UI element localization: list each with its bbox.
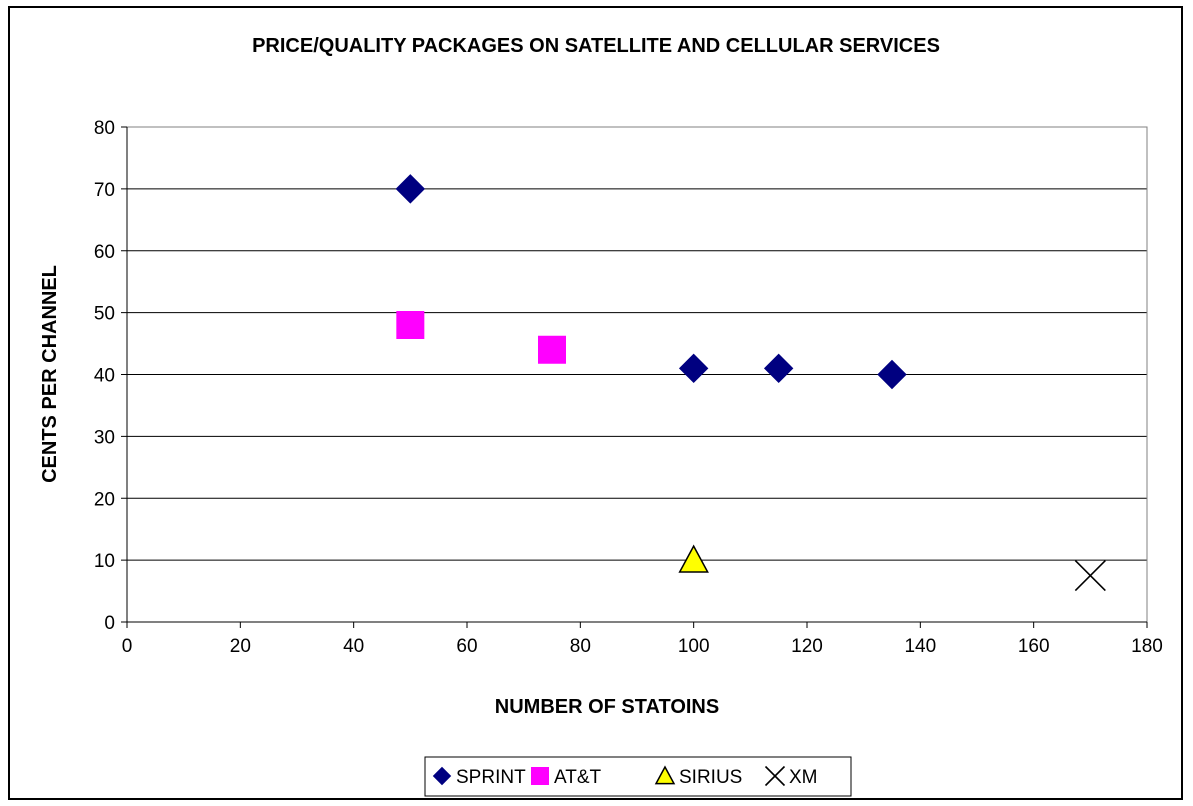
legend-label-xm: XM — [789, 767, 818, 788]
y-tick-label: 70 — [94, 180, 115, 201]
x-axis-title: NUMBER OF STATOINS — [495, 696, 719, 718]
x-tick-label: 160 — [1018, 636, 1050, 657]
x-tick-label: 40 — [343, 636, 364, 657]
legend-marker-sirius — [654, 765, 676, 785]
x-tick-label: 120 — [791, 636, 823, 657]
legend-marker-sprint — [432, 766, 452, 786]
data-points — [395, 174, 1106, 592]
x-tick-label: 0 — [122, 636, 133, 657]
gridlines — [127, 126, 1147, 561]
y-tick-label: 20 — [94, 489, 115, 510]
y-tick-label: 60 — [94, 242, 115, 263]
x-tick-label: 80 — [570, 636, 591, 657]
axes — [121, 126, 1148, 628]
legend-box — [424, 756, 852, 797]
y-tick-label: 80 — [94, 118, 115, 139]
y-tick-label: 40 — [94, 366, 115, 387]
legend-label-at-t: AT&T — [554, 767, 602, 788]
legend-marker-xm — [764, 765, 786, 787]
chart-frame — [8, 6, 1183, 800]
sprint-point — [678, 353, 709, 384]
at-t-point — [538, 335, 566, 364]
xm-point — [1074, 560, 1106, 592]
legend-marker-at-t — [531, 767, 549, 785]
legend-label-sprint: SPRINT — [456, 767, 526, 788]
chart-title: PRICE/QUALITY PACKAGES ON SATELLITE AND … — [252, 35, 940, 57]
sprint-point — [763, 353, 794, 384]
sprint-point — [877, 359, 907, 390]
y-tick-label: 30 — [94, 427, 115, 448]
y-tick-label: 50 — [94, 304, 115, 325]
x-tick-label: 140 — [904, 636, 936, 657]
y-tick-labels: 0 10 20 30 40 50 60 70 80 — [94, 118, 115, 634]
x-tick-label: 20 — [230, 636, 251, 657]
sirius-point — [678, 544, 709, 573]
y-tick-label: 10 — [94, 551, 115, 572]
x-tick-label: 180 — [1131, 636, 1163, 657]
x-tick-label: 100 — [678, 636, 710, 657]
y-axis-title: CENTS PER CHANNEL — [39, 265, 61, 483]
legend-label-sirius: SIRIUS — [679, 767, 742, 788]
at-t-point — [396, 311, 425, 339]
legend: SPRINT AT&T SIRIUS XM — [424, 756, 852, 797]
x-tick-labels: 0 20 40 60 80 100 120 140 160 180 — [122, 636, 1163, 657]
x-tick-label: 60 — [456, 636, 477, 657]
sprint-point — [395, 174, 426, 204]
y-tick-label: 0 — [104, 613, 115, 634]
